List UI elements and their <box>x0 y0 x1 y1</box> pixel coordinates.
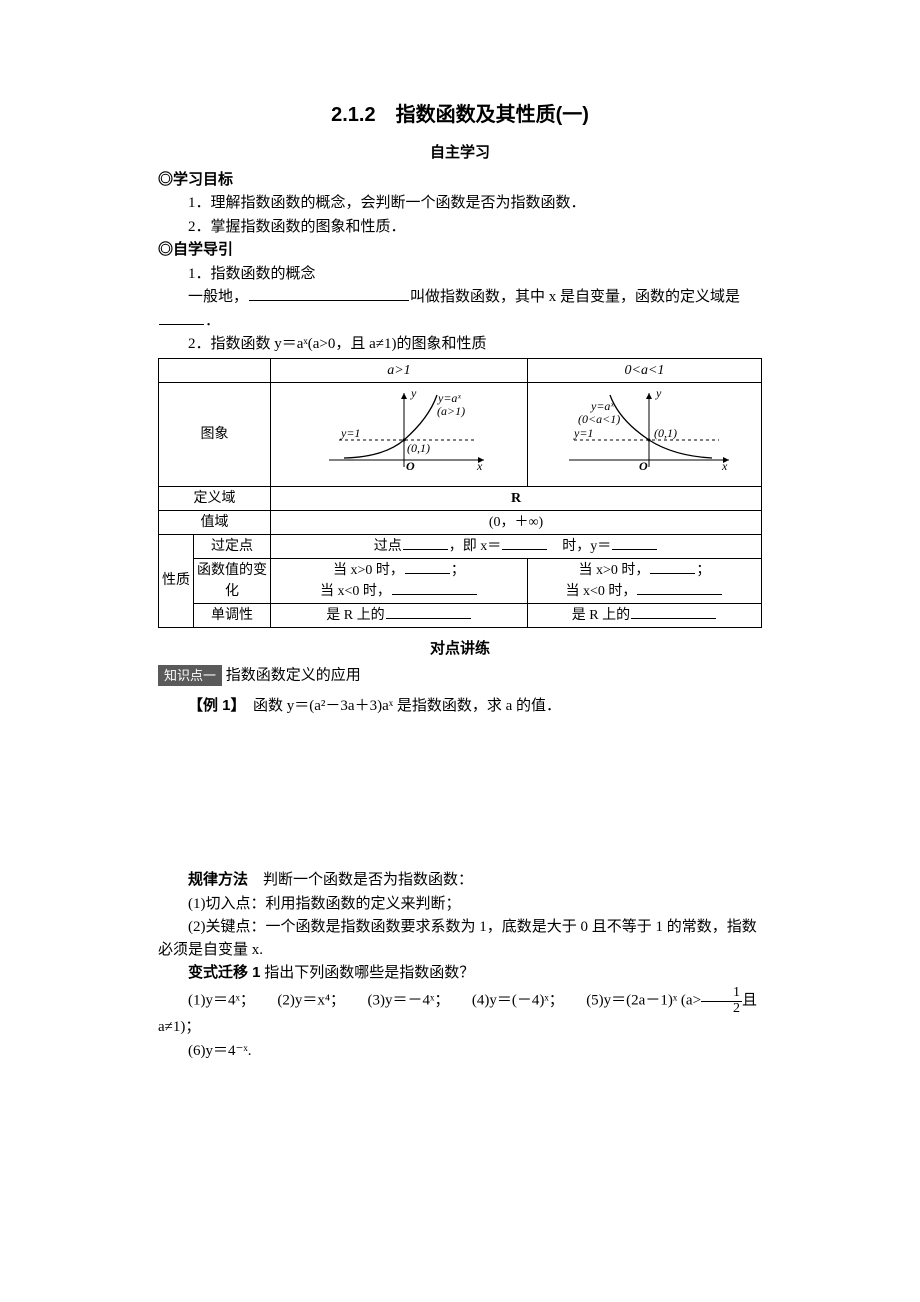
td-mono-label: 单调性 <box>194 603 271 627</box>
table-row: 定义域 R <box>159 486 762 510</box>
svg-text:y: y <box>410 386 417 400</box>
blank <box>502 549 547 550</box>
td-range-label: 值域 <box>159 510 271 534</box>
concept-p1: 一般地， <box>188 289 248 305</box>
workspace-blank <box>158 718 762 868</box>
th-a-gt-1: a>1 <box>271 358 528 382</box>
td-domain-val: R <box>271 486 762 510</box>
td-change-a: 当 x>0 时，； 当 x<0 时， <box>271 558 528 603</box>
td-props-label: 性质 <box>159 534 194 627</box>
variant-1-text: 指出下列函数哪些是指数函数？ <box>264 965 474 981</box>
td-change-label: 函数值的变化 <box>194 558 271 603</box>
th-blank <box>159 358 271 382</box>
svg-text:O: O <box>406 459 415 473</box>
svg-text:x: x <box>721 459 728 473</box>
rule-method: 规律方法 判断一个函数是否为指数函数： <box>158 869 762 892</box>
exp-growth-graph: y y=aˣ (a>1) y=1 (0,1) O x <box>289 385 509 477</box>
blank <box>631 618 716 619</box>
svg-text:O: O <box>639 459 648 473</box>
table-row: 值域 (0，＋∞) <box>159 510 762 534</box>
knowledge-point-row: 知识点一 指数函数定义的应用 <box>158 664 762 687</box>
blank <box>392 594 477 595</box>
rule-text: 判断一个函数是否为指数函数： <box>263 872 473 888</box>
blank <box>405 573 450 574</box>
section-selfstudy: 自主学习 <box>158 142 762 165</box>
th-a-lt-1: 0<a<1 <box>527 358 761 382</box>
svg-text:(0<a<1): (0<a<1) <box>578 412 620 426</box>
td-image-label: 图象 <box>159 382 271 486</box>
props-heading: 2．指数函数 y＝aˣ(a>0，且 a≠1)的图象和性质 <box>158 333 762 356</box>
goals-label: ◎学习目标 <box>158 169 762 192</box>
svg-text:y=aˣ: y=aˣ <box>437 391 461 405</box>
example-1: 【例 1】 函数 y＝(a²－3a＋3)aˣ 是指数函数，求 a 的值． <box>158 695 762 718</box>
rule-p2: (2)关键点：一个函数是指数函数要求系数为 1，底数是大于 0 且不等于 1 的… <box>158 916 762 961</box>
blank-domain <box>159 324 204 325</box>
table-row: 函数值的变化 当 x>0 时，； 当 x<0 时， 当 x>0 时，； 当 x<… <box>159 558 762 603</box>
example-1-label: 【例 1】 <box>188 697 238 714</box>
concept-line2: ． <box>158 310 762 333</box>
table-row: 性质 过定点 过点，即 x＝ 时，y＝ <box>159 534 762 558</box>
svg-text:x: x <box>476 459 483 473</box>
td-point-val: 过点，即 x＝ 时，y＝ <box>271 534 762 558</box>
blank <box>650 573 695 574</box>
graph-a-lt-1: y y=aˣ (0<a<1) y=1 (0,1) O x <box>527 382 761 486</box>
svg-text:y: y <box>655 386 662 400</box>
svg-text:y=aˣ: y=aˣ <box>590 399 614 413</box>
practice-header: 对点讲练 <box>158 638 762 661</box>
td-mono-a: 是 R 上的 <box>271 603 528 627</box>
variant-1-items: (1)y＝4ˣ； (2)y＝x⁴； (3)y＝－4ˣ； (4)y＝(－4)ˣ； … <box>158 986 762 1039</box>
svg-text:(0,1): (0,1) <box>654 426 677 440</box>
rule-p1: (1)切入点：利用指数函数的定义来判断； <box>158 893 762 916</box>
concept-p2: 叫做指数函数，其中 x 是自变量，函数的定义域是 <box>410 289 740 305</box>
var1-items-a: (1)y＝4ˣ； (2)y＝x⁴； (3)y＝－4ˣ； (4)y＝(－4)ˣ； … <box>188 992 701 1008</box>
svg-text:y=1: y=1 <box>340 426 360 440</box>
concept-p3: ． <box>205 313 220 329</box>
knowledge-point-text: 指数函数定义的应用 <box>226 667 361 683</box>
graph-a-gt-1: y y=aˣ (a>1) y=1 (0,1) O x <box>271 382 528 486</box>
example-1-text: 函数 y＝(a²－3a＋3)aˣ 是指数函数，求 a 的值． <box>253 698 561 714</box>
svg-text:(0,1): (0,1) <box>407 441 430 455</box>
blank <box>637 594 722 595</box>
table-row: a>1 0<a<1 <box>159 358 762 382</box>
td-domain-label: 定义域 <box>159 486 271 510</box>
page-title: 2.1.2 指数函数及其性质(一) <box>158 100 762 130</box>
blank <box>386 618 471 619</box>
blank <box>612 549 657 550</box>
goal-1: 1．理解指数函数的概念，会判断一个函数是否为指数函数． <box>158 192 762 215</box>
table-row: 单调性 是 R 上的 是 R 上的 <box>159 603 762 627</box>
td-mono-b: 是 R 上的 <box>527 603 761 627</box>
svg-text:y=1: y=1 <box>573 426 593 440</box>
td-change-b: 当 x>0 时，； 当 x<0 时， <box>527 558 761 603</box>
rule-label: 规律方法 <box>188 871 248 888</box>
concept-line: 一般地， 叫做指数函数，其中 x 是自变量，函数的定义域是 <box>158 286 762 309</box>
fraction-half: 12 <box>701 986 742 1016</box>
variant-1-item6: (6)y＝4⁻ˣ. <box>158 1040 762 1063</box>
variant-1-label: 变式迁移 1 <box>188 964 261 981</box>
variant-1: 变式迁移 1 指出下列函数哪些是指数函数？ <box>158 962 762 985</box>
blank <box>403 549 448 550</box>
svg-text:(a>1): (a>1) <box>437 404 465 418</box>
td-range-val: (0，＋∞) <box>271 510 762 534</box>
guide-label: ◎自学导引 <box>158 239 762 262</box>
exp-decay-graph: y y=aˣ (0<a<1) y=1 (0,1) O x <box>544 385 744 477</box>
knowledge-point-tag: 知识点一 <box>158 665 222 687</box>
goal-2: 2．掌握指数函数的图象和性质． <box>158 216 762 239</box>
concept-heading: 1．指数函数的概念 <box>158 263 762 286</box>
properties-table: a>1 0<a<1 图象 y y=aˣ (a>1) y=1 (0,1) O x <box>158 358 762 628</box>
blank-def <box>249 300 409 301</box>
td-point-label: 过定点 <box>194 534 271 558</box>
table-row: 图象 y y=aˣ (a>1) y=1 (0,1) O x <box>159 382 762 486</box>
